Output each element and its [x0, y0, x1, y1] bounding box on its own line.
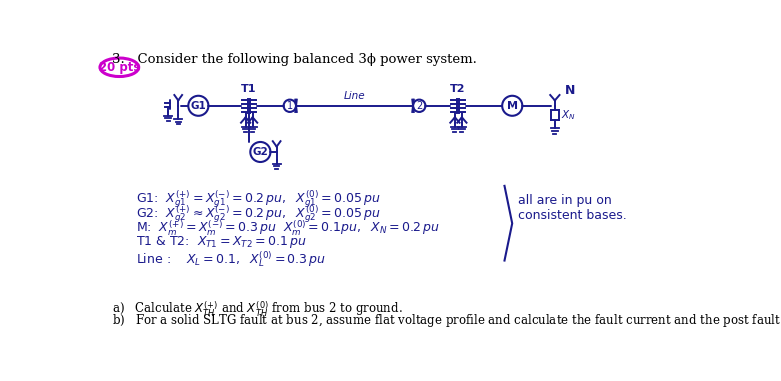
- Text: b)   For a solid SLTG fault at bus 2, assume flat voltage profile and calculate : b) For a solid SLTG fault at bus 2, assu…: [112, 313, 781, 331]
- Text: T1: T1: [241, 84, 256, 94]
- Text: G2:  $X_{g2}^{(+)} \approx X_{g2}^{(-)} = 0.2\,pu,$  $X_{g2}^{(0)} = 0.05\,pu$: G2: $X_{g2}^{(+)} \approx X_{g2}^{(-)} =…: [137, 203, 381, 225]
- Text: G1:  $X_{g1}^{(+)} = X_{g1}^{(-)} = 0.2\,pu,$  $X_{g1}^{(0)} = 0.05\,pu$: G1: $X_{g1}^{(+)} = X_{g1}^{(-)} = 0.2\,…: [137, 188, 381, 210]
- Text: G1: G1: [191, 101, 206, 111]
- Text: 2: 2: [416, 101, 423, 111]
- Text: $X_N$: $X_N$: [561, 108, 576, 122]
- Text: T1 & T2:  $X_{T1} = X_{T2} = 0.1\,pu$: T1 & T2: $X_{T1} = X_{T2} = 0.1\,pu$: [137, 234, 307, 250]
- Text: Line: Line: [344, 91, 366, 101]
- Text: M:  $X_m^{(+)} = X_m^{(-)} = 0.3\,pu$  $X_m^{(0)} = 0.1pu,$  $X_N = 0.2\,pu$: M: $X_m^{(+)} = X_m^{(-)} = 0.3\,pu$ $X_…: [137, 219, 440, 239]
- Text: 3.   Consider the following balanced 3ϕ power system.: 3. Consider the following balanced 3ϕ po…: [112, 53, 476, 66]
- Text: consistent bases.: consistent bases.: [518, 209, 626, 222]
- Text: T2: T2: [451, 84, 465, 94]
- Text: Line :    $X_L = 0.1,$  $X_L^{(0)} = 0.3\,pu$: Line : $X_L = 0.1,$ $X_L^{(0)} = 0.3\,pu…: [137, 250, 326, 269]
- Text: M: M: [507, 101, 518, 111]
- Text: N: N: [565, 84, 576, 97]
- Text: 20 pts: 20 pts: [98, 61, 140, 74]
- Text: all are in pu on: all are in pu on: [518, 194, 612, 207]
- Text: G2: G2: [252, 147, 268, 157]
- Text: a)   Calculate $X_{TH}^{(+)}$ and $X_{TH}^{(0)}$ from bus 2 to ground.: a) Calculate $X_{TH}^{(+)}$ and $X_{TH}^…: [112, 300, 402, 319]
- Text: 1: 1: [287, 101, 293, 111]
